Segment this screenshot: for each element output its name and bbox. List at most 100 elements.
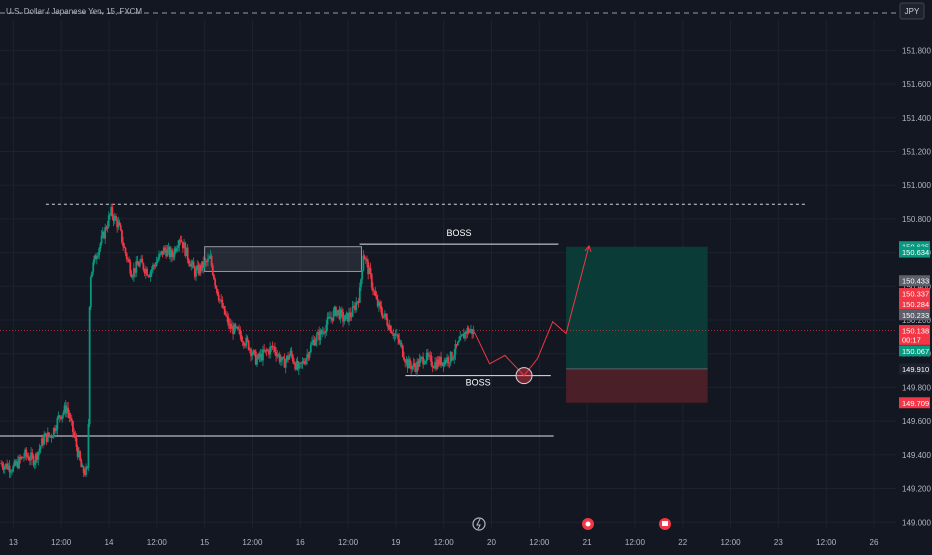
candle-body bbox=[300, 362, 303, 364]
candle-body bbox=[51, 436, 54, 438]
candle-body bbox=[446, 357, 448, 363]
candle-body bbox=[204, 261, 207, 262]
candle-body bbox=[449, 351, 452, 363]
x-tick-label: 22 bbox=[678, 538, 687, 547]
candle-body bbox=[418, 359, 421, 367]
candle-body bbox=[185, 247, 188, 256]
projection-arrowhead bbox=[584, 244, 592, 253]
candle-body bbox=[165, 249, 168, 257]
candle-body bbox=[277, 354, 280, 356]
currency-button[interactable] bbox=[899, 2, 925, 20]
candle-body bbox=[447, 357, 450, 364]
candle-body bbox=[460, 335, 463, 337]
candle-body bbox=[121, 229, 123, 243]
candle-body bbox=[141, 258, 144, 264]
candle-body bbox=[287, 355, 289, 360]
candle-body bbox=[205, 261, 208, 262]
candle-body bbox=[263, 349, 266, 352]
candle-body bbox=[340, 309, 343, 313]
candle-body bbox=[278, 354, 281, 362]
candle-body bbox=[100, 235, 103, 244]
candle-body bbox=[220, 299, 223, 301]
candle-body bbox=[241, 341, 244, 343]
candle-body bbox=[406, 359, 409, 369]
time-axis[interactable]: 13 12:00 14 12:00 15 12:00 16 12:00 19 12:00 20 12:… bbox=[9, 538, 879, 547]
candle-body bbox=[77, 451, 80, 457]
candle-body bbox=[103, 231, 105, 239]
candle-body bbox=[44, 433, 47, 436]
candle-body bbox=[195, 268, 197, 277]
candle-body bbox=[422, 356, 425, 365]
candle-body bbox=[295, 360, 298, 370]
candle-body bbox=[250, 348, 252, 356]
price-label-box bbox=[899, 309, 930, 321]
candle-body bbox=[251, 354, 254, 356]
sweep-marker[interactable] bbox=[515, 367, 533, 385]
candle-body bbox=[265, 349, 268, 351]
x-tick-label: 12:00 bbox=[147, 538, 168, 547]
candle-body bbox=[180, 240, 183, 243]
candle-body bbox=[430, 356, 433, 366]
candle-body bbox=[337, 309, 340, 311]
candle-body bbox=[0, 463, 3, 465]
candle-body bbox=[336, 310, 338, 316]
x-tick-label: 19 bbox=[391, 538, 400, 547]
target-zone[interactable] bbox=[566, 246, 708, 369]
candle-body bbox=[70, 418, 73, 421]
candle-body bbox=[338, 309, 341, 320]
x-tick-label: 16 bbox=[296, 538, 305, 547]
candle-body bbox=[436, 359, 439, 369]
candle-body bbox=[400, 343, 403, 346]
candle-body bbox=[448, 362, 451, 364]
candle-body bbox=[462, 333, 465, 339]
currency-button-label[interactable]: JPY bbox=[905, 7, 920, 16]
x-tick-label: 12:00 bbox=[242, 538, 263, 547]
projection-path[interactable] bbox=[473, 245, 590, 377]
y-tick-label: 150.400 bbox=[902, 282, 931, 291]
candle-body bbox=[454, 344, 457, 355]
candle-body bbox=[268, 350, 270, 355]
candle-body bbox=[14, 461, 17, 466]
candle-body bbox=[235, 326, 238, 328]
candle-body bbox=[36, 453, 38, 460]
candle-body bbox=[150, 269, 153, 272]
candle-body bbox=[7, 465, 10, 470]
candle-body bbox=[441, 362, 444, 366]
candle-body bbox=[21, 456, 24, 458]
candle-body bbox=[75, 438, 78, 448]
y-tick-label: 150.800 bbox=[902, 215, 931, 224]
supply-zone[interactable] bbox=[204, 246, 362, 272]
candle-body bbox=[58, 415, 61, 418]
candle-body bbox=[343, 320, 346, 322]
price-label-text: 150.634 bbox=[902, 248, 929, 257]
stop-zone[interactable] bbox=[566, 368, 708, 403]
candle-body bbox=[236, 326, 239, 330]
candle-body bbox=[315, 334, 318, 342]
candle-body bbox=[437, 359, 440, 366]
x-tick-label: 13 bbox=[9, 538, 18, 547]
lightning-event-icon[interactable] bbox=[472, 517, 486, 531]
candle-body bbox=[176, 248, 178, 252]
candle-body bbox=[472, 329, 475, 335]
candle-body bbox=[99, 243, 102, 249]
candle-body bbox=[376, 298, 379, 307]
candle-body bbox=[440, 356, 442, 366]
candle-body bbox=[282, 357, 285, 358]
candle-body bbox=[140, 258, 142, 262]
candle-body bbox=[363, 255, 366, 260]
candle-body bbox=[146, 268, 148, 276]
price-axis[interactable]: 151.800 151.600 151.400 151.200 151.000 150.8… bbox=[902, 46, 931, 527]
candle-body bbox=[294, 363, 297, 370]
candle-body bbox=[258, 353, 261, 358]
candle-body bbox=[245, 337, 248, 346]
candle-body bbox=[386, 318, 389, 326]
candle-body bbox=[17, 461, 19, 468]
candle-body bbox=[324, 332, 327, 334]
price-label-box bbox=[899, 298, 930, 310]
candle-body bbox=[38, 448, 41, 452]
candle-body bbox=[23, 456, 25, 458]
candle-body bbox=[423, 362, 426, 365]
candle-body bbox=[15, 461, 18, 466]
candle-body bbox=[429, 355, 432, 357]
